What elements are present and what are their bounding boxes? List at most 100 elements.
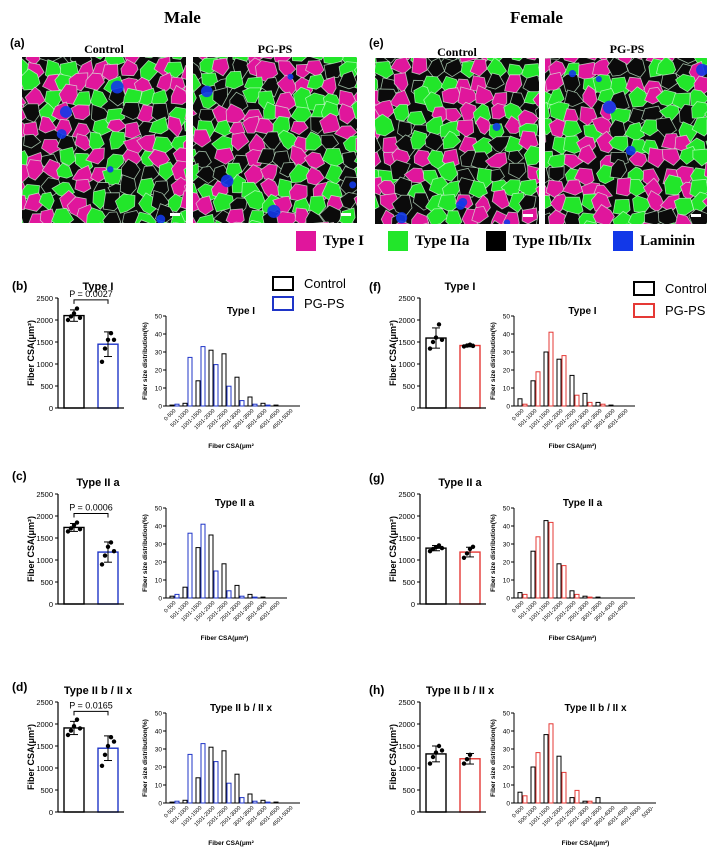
bar-pg-ps	[522, 403, 528, 407]
bar-control	[195, 380, 201, 407]
bar-control	[247, 593, 253, 599]
x-tick-label: 5000-	[641, 805, 655, 819]
chart-title: Type II b / II x	[210, 703, 272, 714]
y-tick-label: 30	[503, 747, 511, 754]
panel-label-b: (b)	[12, 279, 28, 293]
panel-label-e: (e)	[369, 36, 384, 50]
y-tick-label: 500	[402, 786, 415, 795]
bar-control	[247, 793, 253, 804]
data-point	[108, 735, 114, 740]
female-legend-control: Control	[633, 281, 707, 296]
y-tick-label: 2000	[398, 512, 415, 521]
laminin-swatch	[613, 231, 633, 251]
y-tick-label: 500	[40, 382, 53, 391]
scale-bar	[341, 213, 351, 216]
y-tick-label: 1000	[398, 360, 415, 369]
data-point	[433, 335, 439, 340]
data-point	[102, 752, 108, 757]
bar-pg-ps	[535, 752, 541, 804]
panel-label-d: (d)	[12, 680, 28, 694]
y-tick-label: 1500	[36, 338, 53, 347]
y-tick-label: 2500	[36, 294, 53, 303]
bar-control	[595, 596, 601, 599]
female-legend-control-label: Control	[665, 281, 707, 296]
y-tick-label: 40	[503, 729, 511, 736]
female-legend-pgps-label: PG-PS	[665, 303, 706, 318]
y-tick-label: 20	[503, 765, 511, 772]
bar-control	[221, 353, 227, 407]
bar-pg-ps	[200, 346, 206, 407]
y-axis-label: Fiber CSA(μm²)	[26, 320, 36, 386]
bar-pg-ps	[459, 344, 481, 409]
data-point	[461, 555, 467, 560]
y-tick-label: 30	[503, 350, 511, 357]
y-axis-label: Fiber CSA(μm²)	[26, 516, 36, 582]
bar-pg-ps	[459, 758, 481, 813]
y-tick-label: 50	[155, 314, 163, 321]
bar-control	[582, 392, 588, 407]
bar-pg-ps	[548, 331, 554, 407]
y-tick-label: 20	[503, 368, 511, 375]
bar-control	[517, 592, 523, 599]
data-point	[436, 743, 442, 749]
data-point	[99, 562, 105, 567]
legend-type-iibx-label: Type IIb/IIx	[513, 232, 592, 249]
bar-control	[208, 534, 214, 599]
chart-f-type-i-distribution: Type I 0 10 20 30 40 50 Fiber size distribution…	[490, 306, 635, 450]
bar-pg-ps	[187, 356, 193, 407]
y-tick-label: 1000	[398, 764, 415, 773]
data-point	[71, 311, 77, 316]
y-tick-label: 40	[155, 332, 163, 339]
male-legend-pgps: PG-PS	[272, 296, 344, 311]
p-value: P = 0.0006	[69, 502, 113, 512]
legend-type-i: Type I	[296, 231, 364, 251]
male-legend-control: Control	[272, 276, 346, 291]
y-tick-label: 0	[506, 404, 510, 411]
bar-pg-ps	[561, 355, 567, 407]
y-tick-label: 0	[506, 596, 510, 603]
type-iibx-swatch	[486, 231, 506, 251]
x-axis-label: Fiber CSA(μm²	[208, 840, 254, 847]
bar-control	[63, 314, 85, 409]
bar-pg-ps	[548, 723, 554, 804]
bar-pg-ps	[574, 394, 580, 407]
bar-pg-ps	[226, 385, 232, 407]
male-header: Male	[164, 8, 201, 27]
data-point	[77, 527, 83, 532]
bar-control	[208, 746, 214, 804]
micrograph-label-male-control: Control	[84, 42, 124, 56]
y-axis-label: Fiber size distribution(%)	[490, 322, 497, 400]
y-axis-label: Fiber CSA(μm²)	[388, 516, 398, 582]
legend-type-iibx: Type IIb/IIx	[486, 231, 592, 251]
type-i-swatch	[296, 231, 316, 251]
y-tick-label: 30	[503, 542, 511, 549]
bar-pg-ps	[252, 403, 258, 407]
y-tick-label: 2000	[398, 720, 415, 729]
data-point	[433, 750, 439, 755]
data-point	[74, 717, 80, 722]
panel-label-g: (g)	[369, 471, 385, 485]
data-point	[77, 315, 83, 320]
chart-d-type-iibx-distribution: Type II b / II x 0 10 20 30 40 50 Fiber size di…	[142, 703, 300, 847]
chart-g-type-iia-distribution: Type II a 0 10 20 30 40 50 Fiber size distribut…	[490, 498, 635, 642]
bar-pg-ps	[213, 364, 219, 407]
bar-pg-ps	[252, 800, 258, 804]
y-tick-label: 20	[155, 368, 163, 375]
significance-bracket	[73, 512, 109, 518]
chart-title: Type II b / II x	[426, 685, 495, 697]
y-tick-label: 2000	[36, 720, 53, 729]
legend-laminin: Laminin	[613, 231, 695, 251]
control-swatch	[633, 281, 655, 296]
y-tick-label: 10	[503, 578, 511, 585]
bar-pg-ps	[587, 401, 593, 407]
data-point	[68, 526, 74, 531]
data-point	[99, 763, 105, 768]
bar-pg-ps	[187, 532, 193, 599]
bar-pg-ps	[174, 403, 180, 407]
data-point	[105, 337, 111, 342]
pgps-swatch	[272, 296, 294, 311]
x-axis-label: Fiber CSA(μm²)	[562, 840, 610, 847]
p-value: P = 0.0165	[69, 700, 113, 710]
data-point	[111, 549, 117, 554]
x-axis-label: Fiber CSA(μm²)	[549, 443, 597, 450]
